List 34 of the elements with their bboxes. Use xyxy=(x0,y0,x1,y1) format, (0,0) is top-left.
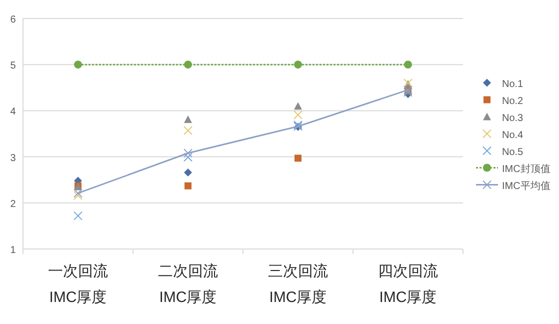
point xyxy=(294,60,302,69)
point xyxy=(74,211,82,220)
y-tick-label: 5 xyxy=(10,60,16,72)
point xyxy=(184,182,192,190)
y-tick-label: 3 xyxy=(10,152,16,164)
point xyxy=(184,148,192,158)
y-tick-label: 1 xyxy=(10,245,16,256)
point xyxy=(294,154,302,162)
legend-label: IMC封顶值 xyxy=(502,162,550,175)
point xyxy=(294,110,302,120)
legend-label: No.4 xyxy=(502,130,524,141)
x-tick-label: 二次回流 IMC厚度 xyxy=(158,263,218,306)
legend-label: No.5 xyxy=(502,146,524,158)
legend-label: No.2 xyxy=(502,96,524,107)
point xyxy=(184,126,192,136)
legend-label: IMC平均值 xyxy=(502,180,550,192)
y-tick-label: 4 xyxy=(10,106,16,118)
legend-label: No.1 xyxy=(502,78,524,90)
point xyxy=(74,60,82,69)
point xyxy=(294,102,302,110)
point xyxy=(404,88,412,97)
legend-label: No.3 xyxy=(502,112,524,124)
point xyxy=(184,152,192,162)
point xyxy=(74,191,82,200)
y-tick-label: 2 xyxy=(10,198,16,210)
point xyxy=(184,60,192,69)
point xyxy=(184,115,192,123)
point xyxy=(184,168,192,176)
point xyxy=(74,188,82,198)
y-tick-label: 6 xyxy=(10,14,16,26)
x-tick-label: 三次回流 IMC厚度 xyxy=(268,263,328,306)
point xyxy=(404,60,412,69)
x-tick-label: 一次回流 IMC厚度 xyxy=(48,263,108,306)
x-tick-label: 四次回流 IMC厚度 xyxy=(378,263,438,306)
